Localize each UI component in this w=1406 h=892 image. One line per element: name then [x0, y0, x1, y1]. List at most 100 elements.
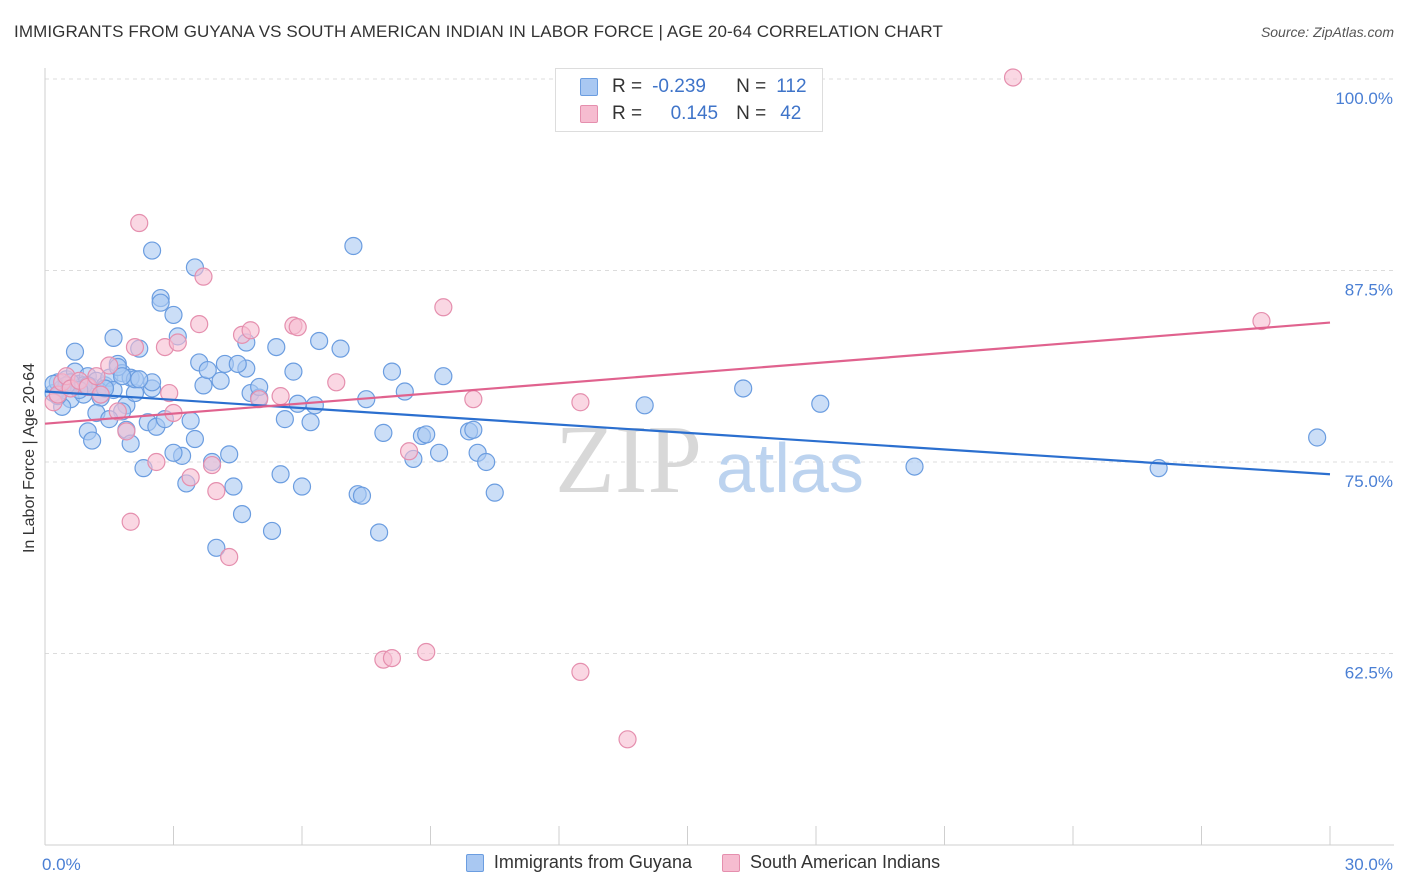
legend-row-guyana: R = -0.239 N = 112: [556, 73, 807, 101]
guyana-point: [905, 457, 924, 476]
guyana-point: [211, 371, 230, 390]
south-american-point: [207, 482, 226, 501]
series-legend-guyana[interactable]: Immigrants from Guyana: [465, 852, 692, 873]
labels-layer: 100.0% 87.5% 75.0% 62.5% 0.0% 30.0% In Labor F…: [21, 89, 1393, 874]
y-tick-label: 87.5%: [1345, 281, 1393, 300]
south-american-point: [399, 442, 419, 461]
axes-layer: [44, 68, 1394, 846]
guyana-point: [232, 504, 252, 524]
legend-swatch-pink: [580, 105, 598, 123]
guyana-point: [220, 445, 239, 464]
legend-n-label: N =: [736, 76, 767, 97]
trend-layer: [44, 321, 1331, 476]
legend-swatch-blue: [580, 78, 598, 96]
guyana-point: [635, 396, 654, 415]
south-american-point: [618, 730, 637, 749]
guyana-point: [395, 382, 414, 401]
x-tick-label-start: 0.0%: [42, 855, 81, 874]
series-legend: Immigrants from Guyana South American In…: [0, 852, 1406, 873]
watermark-zip: ZIP: [555, 406, 702, 514]
guyana-point: [374, 423, 393, 442]
guyana-point: [271, 465, 290, 484]
y-tick-label: 62.5%: [1345, 664, 1393, 683]
south-american-point: [121, 512, 140, 531]
correlation-legend: R = -0.239 N = 112 R = 0.145 N = 42: [555, 68, 823, 132]
y-axis-label: In Labor Force | Age 20-64: [21, 363, 38, 553]
legend-n-label: N =: [736, 103, 767, 124]
guyana-point: [275, 410, 294, 429]
guyana-point: [164, 443, 183, 462]
guyana-point: [130, 370, 149, 389]
guyana-point: [164, 305, 183, 325]
guyana-point: [65, 342, 85, 361]
south-american-trend-line: [44, 321, 1331, 425]
south-american-point: [434, 298, 453, 317]
south-american-point: [125, 338, 145, 357]
source-label: Source: ZipAtlas.com: [1260, 24, 1394, 40]
south-american-point: [181, 468, 200, 487]
south-american-point: [241, 321, 260, 340]
south-american-point: [288, 318, 307, 337]
south-american-point: [130, 213, 149, 233]
guyana-point: [305, 396, 324, 415]
guyana-point: [811, 394, 830, 413]
y-tick-label: 100.0%: [1335, 89, 1393, 108]
chart-title: IMMIGRANTS FROM GUYANA VS SOUTH AMERICAN…: [14, 22, 943, 41]
guyana-point: [83, 431, 102, 450]
south-american-point: [190, 315, 209, 334]
legend-r-value: -0.239: [652, 76, 706, 97]
south-american-point: [100, 356, 119, 375]
legend-r-label: R =: [612, 76, 643, 97]
south-american-point: [194, 267, 213, 286]
y-tick-label: 75.0%: [1345, 472, 1393, 491]
south-american-point: [160, 383, 179, 403]
guyana-point: [382, 362, 402, 381]
guyana-point: [262, 521, 282, 541]
legend-r-value: 0.145: [670, 103, 719, 124]
guyana-point: [301, 413, 320, 432]
guyana-point: [198, 360, 217, 380]
guyana-point: [224, 477, 243, 496]
x-tick-label-end: 30.0%: [1345, 855, 1393, 874]
watermark: ZIP atlas: [555, 406, 864, 514]
guyana-point: [194, 376, 213, 395]
guyana-point: [331, 339, 350, 358]
south-american-point: [117, 422, 136, 441]
south-american-point: [147, 452, 166, 472]
series-label-south-american: South American Indians: [749, 852, 941, 872]
guyana-point: [417, 425, 436, 444]
guyana-point: [477, 452, 496, 472]
guyana-point: [485, 483, 504, 502]
guyana-point: [207, 538, 226, 557]
south-american-point: [417, 642, 436, 662]
guyana-point: [228, 354, 247, 374]
series-swatch-pink: [721, 853, 740, 872]
south-american-point: [87, 367, 106, 386]
guyana-point: [112, 367, 132, 386]
south-american-point: [271, 387, 290, 406]
south-american-point: [1003, 68, 1023, 87]
guyana-point: [429, 443, 449, 462]
guyana-point: [185, 429, 205, 449]
guyana-point: [352, 486, 372, 505]
legend-n-value: 42: [780, 103, 802, 124]
guyana-point: [284, 362, 303, 381]
watermark-atlas: atlas: [716, 429, 864, 507]
guyana-point: [464, 420, 483, 439]
guyana-point: [267, 338, 286, 357]
points-layer: [44, 68, 1327, 749]
south-american-point: [464, 390, 483, 409]
south-american-point: [168, 333, 187, 352]
south-american-point: [382, 648, 402, 668]
south-american-point: [327, 373, 346, 392]
guyana-trend-line: [44, 390, 1331, 476]
guyana-point: [181, 411, 200, 430]
series-label-guyana: Immigrants from Guyana: [493, 852, 692, 872]
south-american-point: [1252, 311, 1271, 331]
guyana-point: [142, 241, 162, 260]
series-legend-south-american[interactable]: South American Indians: [721, 852, 941, 873]
south-american-point: [571, 393, 590, 412]
series-swatch-blue: [465, 853, 484, 872]
south-american-point: [108, 402, 127, 421]
